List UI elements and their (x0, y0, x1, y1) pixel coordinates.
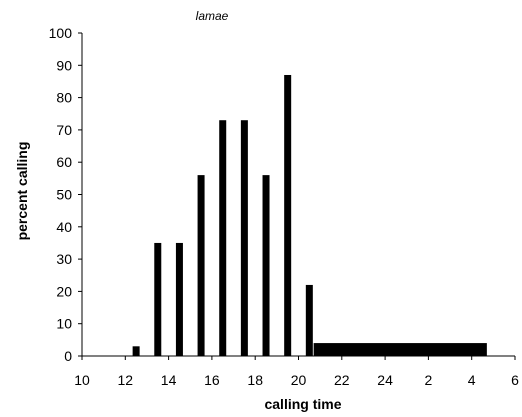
x-tick-label: 22 (334, 372, 350, 388)
x-tick-label: 6 (511, 372, 519, 388)
y-axis: 0 10 20 30 40 50 60 70 80 90 100 (49, 25, 82, 364)
x-tick-label: 20 (291, 372, 307, 388)
x-tick-label: 12 (118, 372, 134, 388)
y-tick-label: 40 (56, 219, 72, 235)
y-tick-label: 10 (56, 316, 72, 332)
bar (197, 175, 205, 356)
bars-group (132, 74, 487, 357)
x-axis: 10 12 14 16 18 20 22 24 2 4 6 (74, 356, 519, 388)
bar (132, 346, 140, 356)
y-tick-label: 50 (56, 187, 72, 203)
x-tick-label: 4 (468, 372, 476, 388)
x-axis-title: calling time (264, 396, 341, 412)
bar (262, 175, 270, 356)
y-tick-label: 100 (49, 25, 73, 41)
x-tick-label: 2 (425, 372, 433, 388)
y-tick-label: 20 (56, 283, 72, 299)
bar (240, 120, 248, 357)
y-tick-label: 70 (56, 122, 72, 138)
y-axis-title: percent calling (14, 142, 30, 241)
bar (154, 242, 162, 356)
x-tick-label: 18 (247, 372, 263, 388)
y-tick-label: 90 (56, 57, 72, 73)
x-tick-label: 14 (161, 372, 177, 388)
y-tick-label: 0 (64, 348, 72, 364)
bar (305, 284, 313, 356)
x-tick-label: 16 (204, 372, 220, 388)
bar (219, 120, 227, 357)
x-tick-label: 10 (74, 372, 90, 388)
y-tick-label: 60 (56, 154, 72, 170)
chart-title: lamae (196, 9, 229, 23)
x-tick-label: 24 (377, 372, 393, 388)
night-band-bar (313, 343, 487, 356)
y-tick-label: 30 (56, 251, 72, 267)
y-tick-label: 80 (56, 90, 72, 106)
bar (284, 74, 292, 357)
bar (175, 242, 183, 356)
